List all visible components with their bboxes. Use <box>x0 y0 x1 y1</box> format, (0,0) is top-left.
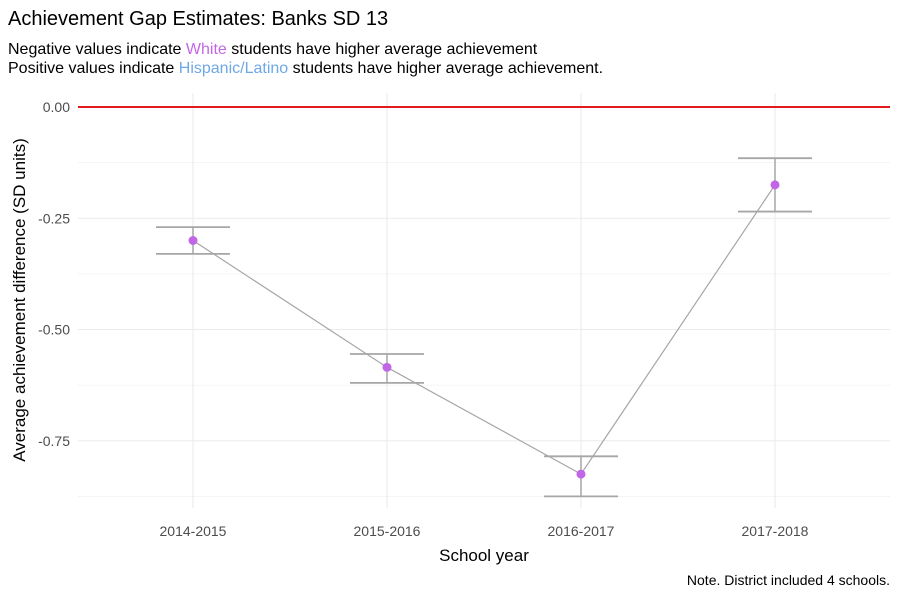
series-connecting-line <box>192 184 776 475</box>
y-axis-title: Average achievement difference (SD units… <box>10 138 29 462</box>
y-tick-label-3: -0.75 <box>38 433 70 449</box>
x-tick-label-0: 2014-2015 <box>160 523 227 539</box>
chart-title: Achievement Gap Estimates: Banks SD 13 <box>8 8 389 30</box>
series-layer <box>156 157 812 498</box>
subtitle-2-prefix: Positive values indicate <box>8 60 179 77</box>
subtitle-1-prefix: Negative values indicate <box>8 41 186 58</box>
subtitle-1-suffix: students have higher average achievement <box>226 41 538 58</box>
subtitle-1-white-highlight: White <box>185 41 227 58</box>
data-point-3 <box>770 180 780 190</box>
chart-subtitle-line-1: Negative values indicate White students … <box>8 40 537 59</box>
x-tick-label-2: 2016-2017 <box>548 523 615 539</box>
y-tick-label-2: -0.50 <box>38 322 70 338</box>
grid-layer <box>78 93 890 508</box>
chart-caption-note: Note. District included 4 schools. <box>686 572 890 588</box>
x-axis-title: School year <box>439 546 529 565</box>
data-point-1 <box>382 362 392 372</box>
axis-layer: 0.00 -0.25 -0.50 -0.75 2014-2015 2015-2016 201… <box>38 99 809 539</box>
chart-subtitle-line-2: Positive values indicate Hispanic/Latino… <box>8 59 603 78</box>
data-point-2 <box>576 469 586 479</box>
subtitle-2-hispanic-highlight: Hispanic/Latino <box>178 60 289 77</box>
y-tick-label-1: -0.25 <box>38 210 70 226</box>
data-point-0 <box>188 236 198 245</box>
x-tick-label-1: 2015-2016 <box>354 523 421 539</box>
y-tick-label-0: 0.00 <box>43 99 70 115</box>
x-tick-label-3: 2017-2018 <box>742 523 809 539</box>
subtitle-2-suffix: students have higher average achievement… <box>288 60 604 77</box>
